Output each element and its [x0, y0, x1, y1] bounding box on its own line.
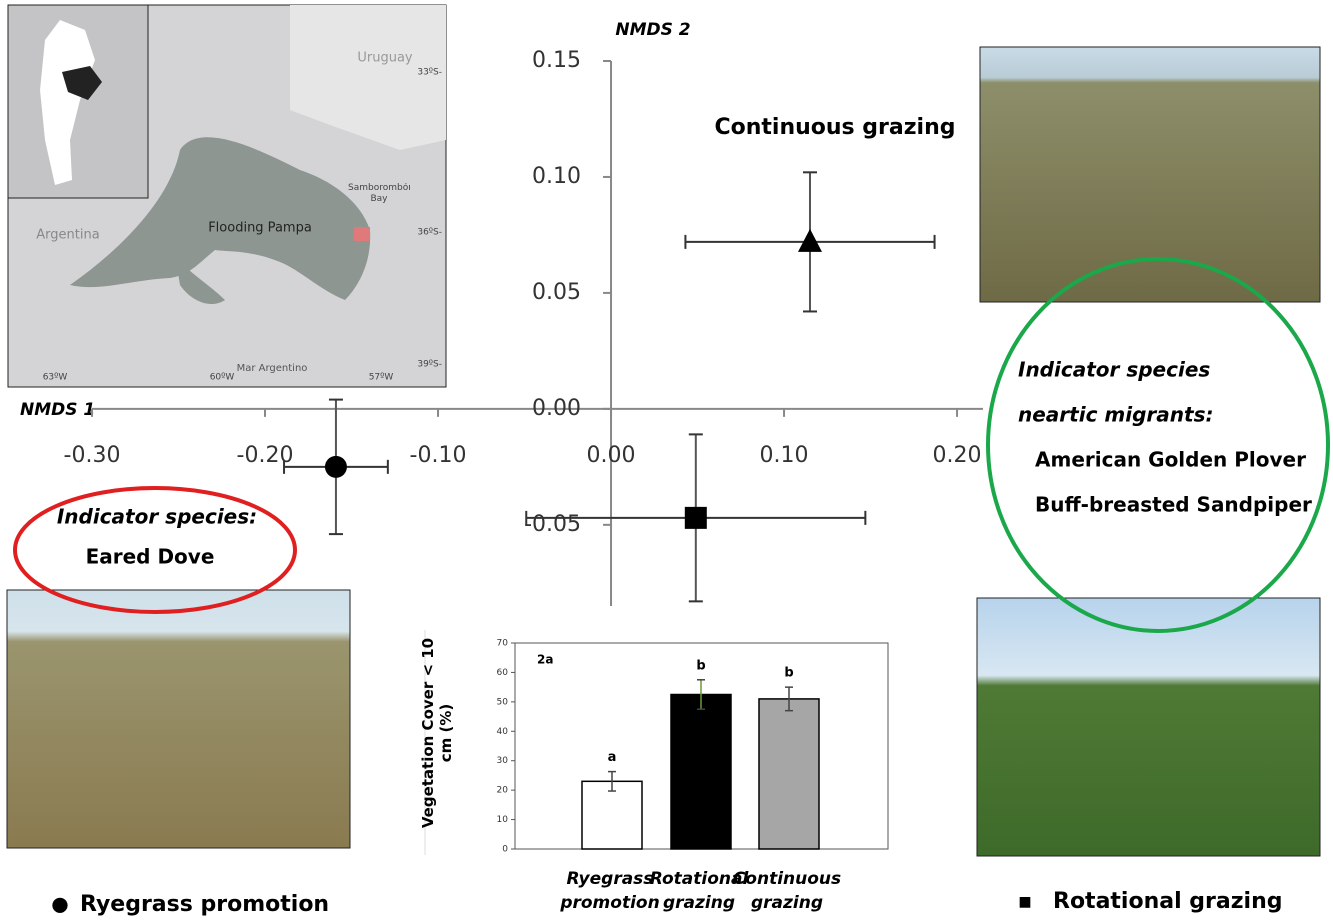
y-tick-label: 20	[497, 786, 509, 796]
lon-label: 57ºW	[369, 373, 394, 383]
x-axis-label: NMDS 1	[20, 400, 95, 420]
lon-label: 63ºW	[43, 373, 68, 383]
map-label: Mar Argentino	[237, 363, 308, 374]
legend-marker: ●	[51, 892, 68, 916]
map-label: Flooding Pampa	[208, 221, 312, 236]
legend-label: Rotational grazing	[1053, 889, 1283, 914]
y-tick-label: 0.00	[532, 396, 581, 421]
significance-letter: b	[784, 666, 793, 681]
indicator-ellipse-red	[13, 486, 297, 614]
annotation: Indicator species:	[57, 505, 257, 529]
indicator-ellipse-green	[986, 257, 1330, 633]
point	[797, 228, 822, 252]
y-tick-label: 30	[497, 756, 509, 766]
x-tick-label: Rotational grazing	[649, 869, 749, 913]
annotation: neartic migrants:	[1018, 403, 1213, 427]
photo-continuous	[979, 46, 1321, 303]
lat-label: 36ºS-	[417, 228, 442, 238]
y-tick-label: 10	[497, 815, 509, 825]
map-land	[290, 5, 446, 150]
map-label: Uruguay	[357, 51, 413, 66]
y-tick-label: 70	[497, 639, 509, 649]
study-site	[354, 227, 370, 241]
annotation: Indicator species	[1018, 358, 1210, 382]
inset-region	[62, 66, 102, 100]
y-tick-label: 0.05	[532, 280, 581, 305]
photo-rotational	[976, 597, 1321, 857]
bar	[758, 698, 820, 850]
point	[684, 506, 707, 529]
map-label: Samborombón Bay	[348, 183, 410, 204]
y-tick-label: 40	[497, 727, 509, 737]
x-tick-label: -0.30	[64, 443, 121, 468]
photo-ryegrass	[6, 589, 351, 849]
lat-label: 33ºS-	[417, 68, 442, 78]
significance-letter: b	[696, 658, 705, 673]
annotation: American Golden Plover	[1035, 448, 1306, 472]
significance-letter: a	[608, 750, 617, 765]
y-tick-label: 0	[502, 845, 508, 855]
inset-argentina	[40, 20, 95, 185]
y-tick-label: 0.15	[532, 48, 581, 73]
x-tick-label: 0.20	[933, 443, 982, 468]
flooding-pampa-area	[70, 137, 371, 305]
bar	[670, 693, 732, 850]
lat-label: 39ºS-	[417, 360, 442, 370]
bar-y-axis-label: Vegetation Cover < 10 cm (%)	[419, 637, 455, 829]
map-label-box: Samborombón Bay	[348, 183, 410, 204]
map-label: Argentina	[36, 228, 99, 243]
y-tick-label: 50	[497, 697, 509, 707]
legend-label: Ryegrass promotion	[80, 892, 329, 917]
x-tick-label: Continuous grazing	[732, 869, 842, 913]
y-tick-label: 60	[497, 668, 509, 678]
x-tick-label: Ryegrass promotion	[560, 869, 660, 913]
panel-label: 2a	[537, 653, 553, 667]
annotation: Buff-breasted Sandpiper	[1035, 493, 1312, 517]
x-tick-label: 0.00	[587, 443, 636, 468]
x-tick-label: 0.10	[760, 443, 809, 468]
bar-ylabel-box: Vegetation Cover < 10 cm (%)	[412, 638, 462, 840]
x-tick-label: -0.10	[410, 443, 467, 468]
legend-label: Continuous grazing	[714, 115, 955, 140]
y-tick-label: -0.05	[524, 512, 581, 537]
lon-label: 60ºW	[210, 373, 235, 383]
y-tick-label: 0.10	[532, 164, 581, 189]
point	[324, 455, 347, 478]
y-axis-label: NMDS 2	[615, 20, 690, 40]
annotation: Eared Dove	[86, 545, 215, 569]
map: Uruguay Argentina Flooding Pampa Samboro…	[7, 4, 447, 388]
legend-marker: ■	[1018, 894, 1031, 910]
